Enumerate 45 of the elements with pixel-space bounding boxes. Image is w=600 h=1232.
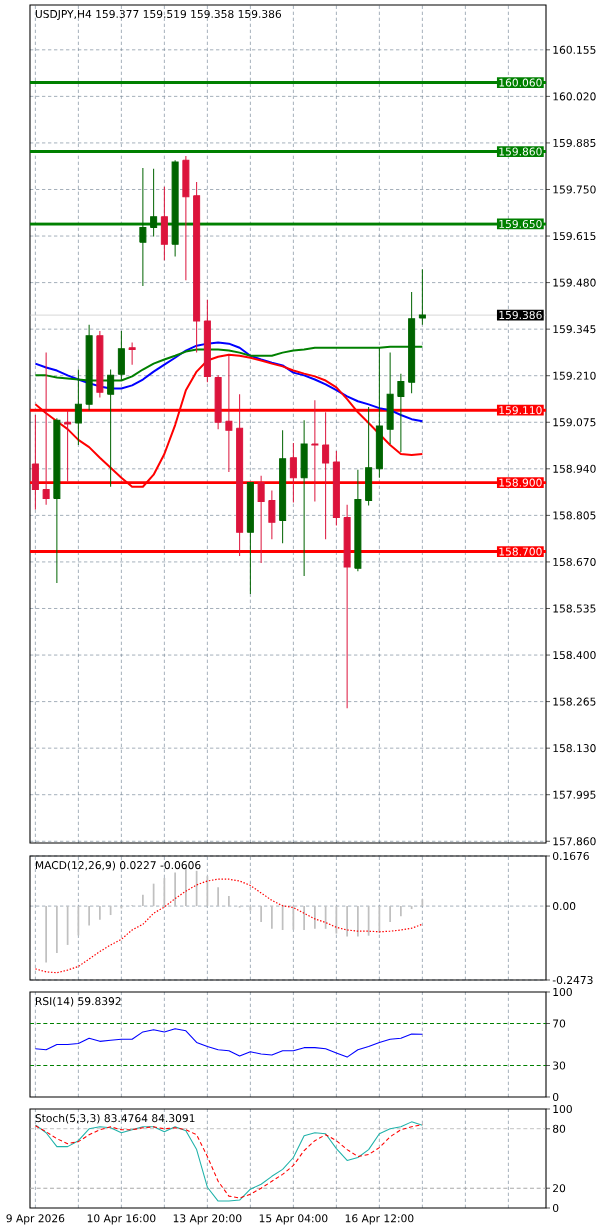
y-tick-label: 157.995 [553,790,596,799]
y-tick-label: 0.1676 [552,851,589,861]
y-tick-label: 100 [553,1104,572,1114]
y-tick-label: 159.615 [553,232,596,241]
chart-title: Stoch(5,3,3) 83.4764 84.3091 [35,1113,195,1124]
y-tick-label: 159.750 [553,185,596,194]
ref-line-label: 160.060 [499,78,542,87]
y-tick-label: -0.2473 [552,975,593,985]
ref-line-label: 159.650 [499,219,542,228]
y-tick-label: 157.860 [553,837,596,846]
y-tick-label: 0.00 [552,902,576,911]
ref-line-label: 159.110 [499,406,542,415]
y-tick-label: 158.265 [553,697,596,706]
x-tick-label: 15 Apr 04:00 [259,1214,328,1225]
y-tick-label: 0 [552,1092,559,1102]
y-tick-label: 158.805 [553,511,596,520]
y-tick-label: 160.020 [553,92,596,101]
y-tick-label: 159.075 [553,418,596,427]
chart-title: RSI(14) 59.8392 [35,996,121,1007]
y-tick-label: 80 [553,1124,566,1133]
y-tick-label: 158.400 [553,651,596,660]
ref-line-label: 158.900 [499,478,542,487]
ref-line-label: 158.700 [499,547,542,556]
ref-line-label: 159.860 [499,147,542,156]
y-tick-label: 159.885 [553,138,596,147]
y-tick-label: 158.130 [553,744,596,753]
y-tick-label: 160.155 [553,45,596,54]
chart-title: USDJPY,H4 159.377 159.519 159.358 159.386 [35,9,282,20]
chart-title: MACD(12,26,9) 0.0227 -0.0606 [35,860,201,871]
x-tick-label: 13 Apr 20:00 [173,1214,242,1225]
y-tick-label: 159.480 [553,278,596,287]
y-tick-label: 100 [553,987,572,997]
y-tick-label: 159.210 [553,371,596,380]
x-tick-label: 9 Apr 2026 [6,1214,65,1225]
y-tick-label: 20 [553,1184,566,1193]
x-tick-label: 10 Apr 16:00 [87,1214,156,1225]
y-tick-label: 158.940 [553,464,596,473]
y-tick-label: 158.670 [553,557,596,566]
y-tick-label: 158.535 [553,604,596,613]
x-tick-label: 16 Apr 12:00 [345,1214,414,1225]
ref-line-label: 159.386 [499,310,542,320]
y-tick-label: 0 [552,1203,559,1213]
y-tick-label: 70 [553,1019,566,1028]
y-tick-label: 159.345 [553,325,596,334]
y-tick-label: 30 [553,1061,566,1070]
